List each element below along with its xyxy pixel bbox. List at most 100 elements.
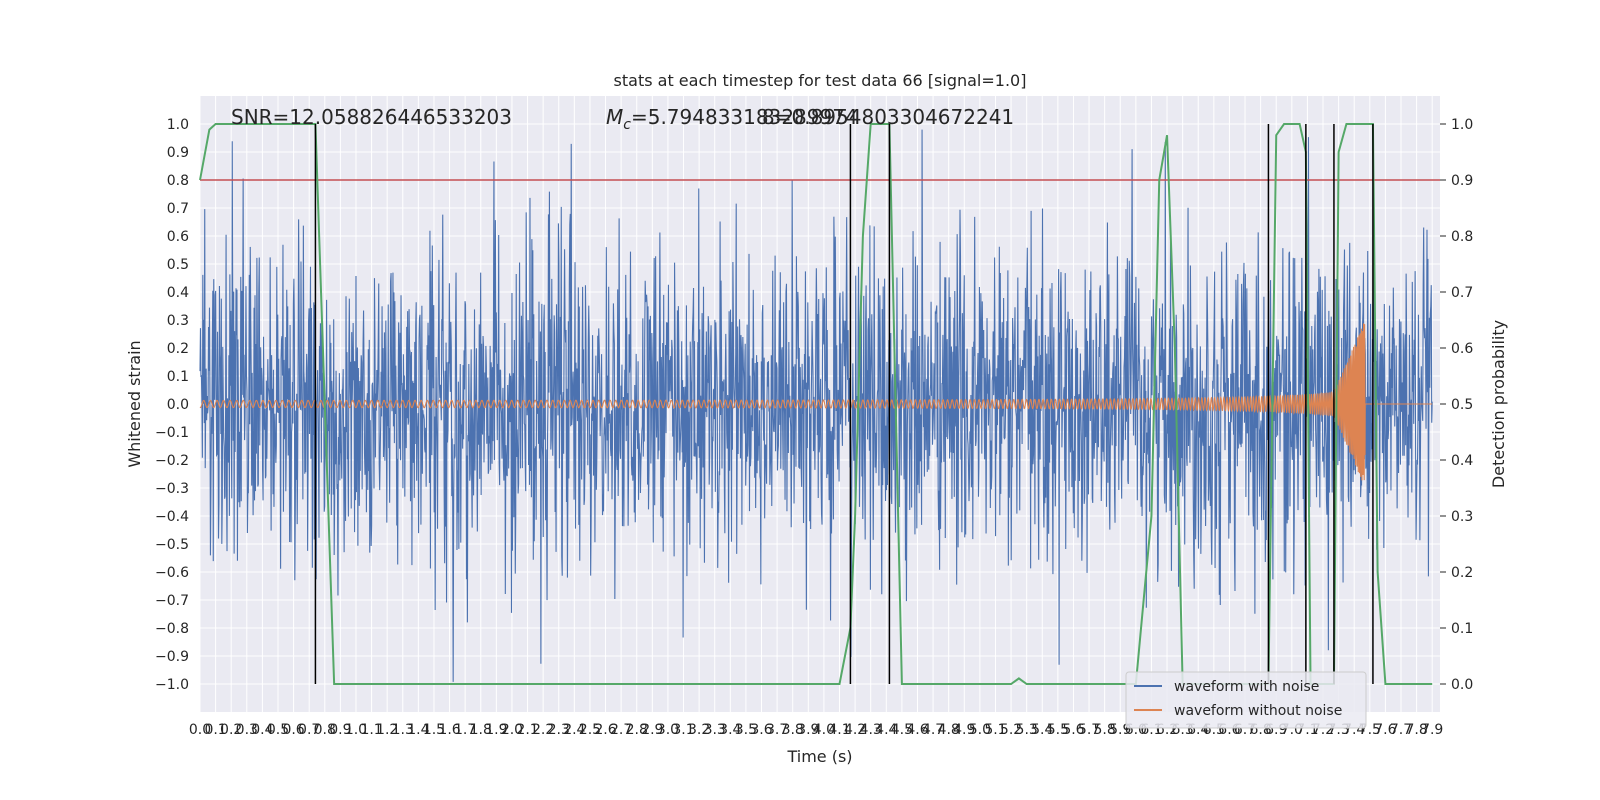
- x-tick-label: 3.1: [672, 722, 694, 738]
- x-tick-label: 1.0: [345, 722, 367, 738]
- left-y-tick-label: −0.9: [155, 649, 189, 665]
- x-tick-label: 4.7: [922, 722, 944, 738]
- x-tick-label: 2.2: [532, 722, 554, 738]
- x-tick-label: 0.6: [282, 722, 304, 738]
- left-y-tick-label: 0.5: [167, 257, 189, 273]
- x-tick-label: 1.3: [392, 722, 414, 738]
- x-tick-label: 2.1: [516, 722, 538, 738]
- x-tick-label: 0.4: [251, 722, 273, 738]
- x-tick-label: 0.3: [236, 722, 258, 738]
- left-y-tick-label: −0.5: [155, 537, 189, 553]
- right-y-tick-label: 0.3: [1451, 509, 1473, 525]
- x-tick-label: 4.2: [844, 722, 866, 738]
- x-tick-label: 4.6: [906, 722, 928, 738]
- left-y-tick-label: 0.3: [167, 313, 189, 329]
- x-tick-label: 7.6: [1374, 722, 1396, 738]
- chart-title: stats at each timestep for test data 66 …: [614, 71, 1027, 90]
- x-axis-label: Time (s): [786, 747, 852, 766]
- x-tick-label: 5.0: [969, 722, 991, 738]
- left-y-tick-label: −0.6: [155, 565, 189, 581]
- x-tick-label: 2.9: [641, 722, 663, 738]
- waveform-without-noise-line: [199, 323, 1433, 481]
- left-y-axis-label: Whitened strain: [125, 340, 144, 467]
- x-tick-label: 2.4: [563, 722, 585, 738]
- x-tick-label: 1.4: [407, 722, 429, 738]
- left-y-tick-label: −0.4: [155, 509, 189, 525]
- x-tick-label: 3.9: [797, 722, 819, 738]
- x-tick-label: 4.3: [860, 722, 882, 738]
- x-tick-label: 3.2: [688, 722, 710, 738]
- x-tick-label: 0.9: [329, 722, 351, 738]
- x-tick-label: 5.3: [1016, 722, 1038, 738]
- right-y-tick-label: 0.5: [1451, 397, 1473, 413]
- x-tick-label: 5.1: [984, 722, 1006, 738]
- x-tick-label: 5.6: [1062, 722, 1084, 738]
- left-y-tick-label: 0.1: [167, 369, 189, 385]
- left-y-tick-label: −1.0: [155, 677, 189, 693]
- x-tick-label: 1.6: [438, 722, 460, 738]
- x-tick-label: 1.5: [423, 722, 445, 738]
- x-tick-label: 4.4: [875, 722, 897, 738]
- x-tick-label: 4.0: [813, 722, 835, 738]
- right-y-tick-label: 0.2: [1451, 565, 1473, 581]
- left-y-tick-label: −0.8: [155, 621, 189, 637]
- x-tick-label: 3.7: [766, 722, 788, 738]
- x-tick-label: 2.0: [501, 722, 523, 738]
- detection-markers: [314, 124, 1374, 684]
- x-tick-label: 1.8: [470, 722, 492, 738]
- x-tick-label: 2.3: [548, 722, 570, 738]
- x-tick-label: 4.5: [891, 722, 913, 738]
- left-y-tick-label: 0.6: [167, 229, 189, 245]
- x-tick-label: 5.8: [1094, 722, 1116, 738]
- waveform-with-noise-series: [199, 129, 1433, 682]
- left-y-tick-label: 0.8: [167, 173, 189, 189]
- x-tick-label: 1.2: [376, 722, 398, 738]
- right-y-tick-label: 0.1: [1451, 621, 1473, 637]
- overlap-annotation: 8=0.8954803304672241: [762, 105, 1014, 129]
- x-tick-label: 0.2: [220, 722, 242, 738]
- right-y-tick-labels: 0.0 0.1 0.2 0.3 0.4 0.5 0.6 0.7 0.8 0.9 1.0: [1440, 117, 1473, 693]
- x-tick-label: 1.7: [454, 722, 476, 738]
- waveform-with-noise-line: [199, 129, 1433, 682]
- x-tick-label: 2.7: [610, 722, 632, 738]
- x-tick-label: 0.7: [298, 722, 320, 738]
- left-y-tick-label: −0.1: [155, 425, 189, 441]
- right-y-axis-label: Detection probability: [1489, 320, 1508, 488]
- x-tick-label: 7.7: [1390, 722, 1412, 738]
- right-y-tick-label: 0.8: [1451, 229, 1473, 245]
- x-tick-label: 0.8: [314, 722, 336, 738]
- left-y-tick-label: 0.7: [167, 201, 189, 217]
- x-tick-label: 5.4: [1031, 722, 1053, 738]
- x-tick-label: 2.8: [626, 722, 648, 738]
- x-tick-label: 1.1: [360, 722, 382, 738]
- right-y-tick-label: 0.7: [1451, 285, 1473, 301]
- x-tick-label: 3.4: [719, 722, 741, 738]
- x-tick-label: 5.2: [1000, 722, 1022, 738]
- right-y-tick-label: 0.9: [1451, 173, 1473, 189]
- left-y-tick-label: 0.0: [167, 397, 189, 413]
- waveform-without-noise-series: [199, 323, 1433, 481]
- legend-label-clean: waveform without noise: [1174, 703, 1342, 719]
- x-tick-label: 0.5: [267, 722, 289, 738]
- x-tick-label: 1.9: [485, 722, 507, 738]
- left-y-tick-label: −0.7: [155, 593, 189, 609]
- legend-box: [1125, 671, 1367, 729]
- left-y-tick-labels: −1.0 −0.9 −0.8 −0.7 −0.6 −0.5 −0.4 −0.3 −0.2 −0.1…: [155, 117, 189, 693]
- chirp-mass-symbol: M: [606, 105, 623, 129]
- x-tick-label: 3.0: [657, 722, 679, 738]
- x-tick-label: 2.6: [594, 722, 616, 738]
- left-y-tick-label: 0.9: [167, 145, 189, 161]
- legend: waveform with noise waveform without noi…: [1125, 671, 1367, 729]
- x-tick-label: 3.6: [750, 722, 772, 738]
- x-tick-label: 4.1: [828, 722, 850, 738]
- left-y-tick-label: 1.0: [167, 117, 189, 133]
- x-tick-label: 0.0: [189, 722, 211, 738]
- chirp-mass-value: =5.794833183289974: [631, 105, 858, 129]
- x-tick-label: 5.5: [1047, 722, 1069, 738]
- chirp-mass-annotation: Mc=5.794833183289974: [606, 105, 858, 133]
- x-tick-label: 3.5: [735, 722, 757, 738]
- legend-label-noise: waveform with noise: [1174, 679, 1319, 695]
- x-tick-label: 4.8: [938, 722, 960, 738]
- right-y-tick-label: 0.6: [1451, 341, 1473, 357]
- x-tick-label: 3.3: [704, 722, 726, 738]
